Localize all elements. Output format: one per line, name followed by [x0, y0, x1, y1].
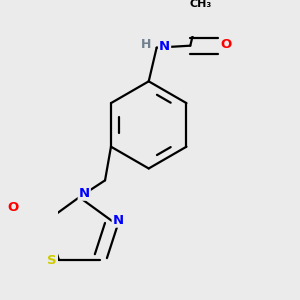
Text: O: O: [7, 201, 18, 214]
Text: N: N: [159, 40, 170, 53]
Text: N: N: [79, 187, 90, 200]
Text: CH₃: CH₃: [189, 0, 211, 9]
Text: S: S: [47, 254, 57, 267]
Text: N: N: [112, 214, 124, 227]
Text: H: H: [141, 38, 151, 51]
Text: O: O: [220, 38, 232, 51]
